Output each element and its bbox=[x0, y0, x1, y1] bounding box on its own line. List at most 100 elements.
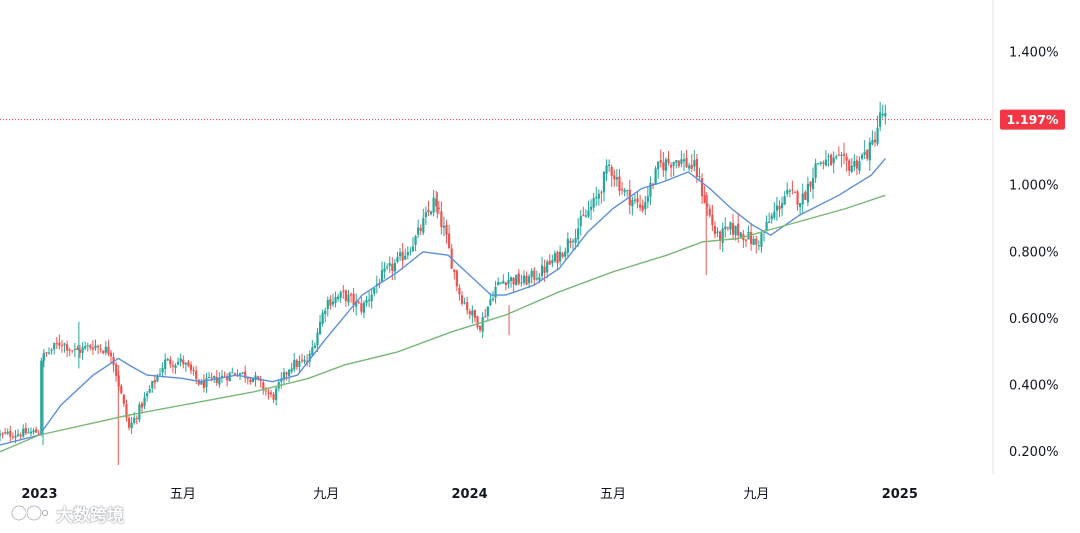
candle-body bbox=[241, 372, 244, 374]
watermark-text: 大数跨境 bbox=[56, 505, 124, 526]
candle-body bbox=[858, 161, 861, 171]
candle-body bbox=[587, 210, 590, 217]
candle-body bbox=[442, 225, 446, 228]
candle-body bbox=[654, 168, 657, 186]
candle-body bbox=[478, 325, 482, 331]
candle-body bbox=[73, 349, 76, 351]
candle-body bbox=[884, 113, 887, 117]
watermark-logo-icon bbox=[10, 504, 49, 522]
candle-body bbox=[719, 231, 722, 242]
candle-body bbox=[592, 197, 595, 208]
candle-body bbox=[257, 376, 260, 380]
candle-body bbox=[22, 428, 25, 437]
candle-body bbox=[708, 208, 711, 216]
candle-body bbox=[380, 270, 384, 282]
candle-body bbox=[76, 347, 79, 350]
candle-body bbox=[164, 359, 167, 369]
candle-body bbox=[344, 290, 347, 301]
candle-body bbox=[213, 375, 216, 379]
candle-body bbox=[801, 193, 804, 205]
candle-body bbox=[484, 316, 487, 318]
candle-body bbox=[238, 373, 242, 375]
candle-body bbox=[94, 345, 97, 349]
x-tick-label: 2024 bbox=[452, 487, 488, 502]
candle-body bbox=[133, 417, 136, 424]
candle-body bbox=[197, 379, 200, 385]
candle-body bbox=[280, 378, 283, 382]
candle-body bbox=[706, 203, 709, 207]
candle-body bbox=[63, 343, 66, 346]
candle-body bbox=[55, 343, 58, 345]
candle-body bbox=[102, 350, 105, 354]
candle-body bbox=[326, 300, 329, 310]
candle-body bbox=[207, 376, 211, 378]
candle-body bbox=[352, 293, 355, 305]
candle-body bbox=[331, 301, 335, 305]
candle-body bbox=[282, 372, 286, 380]
candle-body bbox=[796, 191, 799, 205]
candle-body bbox=[613, 175, 616, 180]
candle-body bbox=[827, 156, 830, 158]
candle-body bbox=[404, 255, 407, 260]
candle-body bbox=[633, 199, 637, 201]
candle-body bbox=[755, 238, 758, 245]
candle-body bbox=[749, 232, 753, 244]
candle-body bbox=[631, 200, 634, 207]
candle-body bbox=[677, 160, 680, 167]
candle-body bbox=[455, 270, 458, 287]
candles bbox=[0, 101, 887, 466]
candle-body bbox=[863, 151, 866, 155]
last-price-label: 1.197% bbox=[1006, 112, 1059, 127]
candle-body bbox=[220, 375, 224, 378]
candle-body bbox=[78, 349, 82, 353]
candle-body bbox=[406, 252, 409, 256]
candle-body bbox=[597, 193, 600, 199]
candle-body bbox=[473, 310, 477, 318]
candle-body bbox=[649, 182, 652, 197]
candle-body bbox=[551, 260, 554, 264]
candle-body bbox=[644, 201, 647, 210]
candle-body bbox=[411, 246, 415, 252]
candle-body bbox=[202, 379, 206, 388]
y-tick-label: 0.200% bbox=[1009, 445, 1059, 460]
candle-body bbox=[143, 397, 146, 407]
candle-body bbox=[690, 164, 693, 169]
candle-body bbox=[262, 382, 265, 391]
candle-body bbox=[543, 266, 546, 273]
candle-body bbox=[231, 372, 234, 374]
candle-body bbox=[778, 205, 781, 210]
candle-body bbox=[429, 211, 433, 215]
candle-body bbox=[626, 189, 629, 191]
candle-body bbox=[210, 377, 213, 379]
x-tick-label: 2025 bbox=[882, 487, 918, 502]
candle-body bbox=[533, 270, 536, 280]
candle-body bbox=[729, 222, 732, 230]
candle-body bbox=[409, 251, 412, 253]
candle-body bbox=[830, 154, 833, 166]
candle-body bbox=[58, 342, 61, 346]
candle-body bbox=[835, 156, 838, 158]
candle-body bbox=[171, 365, 175, 367]
candle-body bbox=[205, 378, 208, 388]
candle-body bbox=[553, 253, 557, 262]
candle-body bbox=[414, 236, 417, 245]
candle-body bbox=[876, 127, 879, 144]
candle-body bbox=[817, 163, 820, 165]
candle-body bbox=[401, 251, 404, 261]
candle-body bbox=[47, 352, 51, 354]
candle-body bbox=[589, 206, 593, 211]
x-tick-label: 五月 bbox=[170, 487, 196, 502]
candle-body bbox=[295, 360, 298, 367]
candle-body bbox=[579, 216, 582, 227]
candle-body bbox=[773, 211, 776, 218]
candle-body bbox=[664, 159, 668, 171]
candle-body bbox=[716, 231, 719, 233]
x-axis: 2023 五月 九月 2024 五月 九月 2025 bbox=[21, 487, 918, 502]
candle-body bbox=[249, 379, 252, 382]
candle-body bbox=[386, 266, 389, 268]
candle-body bbox=[468, 311, 471, 315]
candle-body bbox=[693, 160, 696, 167]
candle-body bbox=[127, 418, 131, 428]
candle-body bbox=[440, 211, 443, 228]
candle-body bbox=[120, 385, 123, 394]
